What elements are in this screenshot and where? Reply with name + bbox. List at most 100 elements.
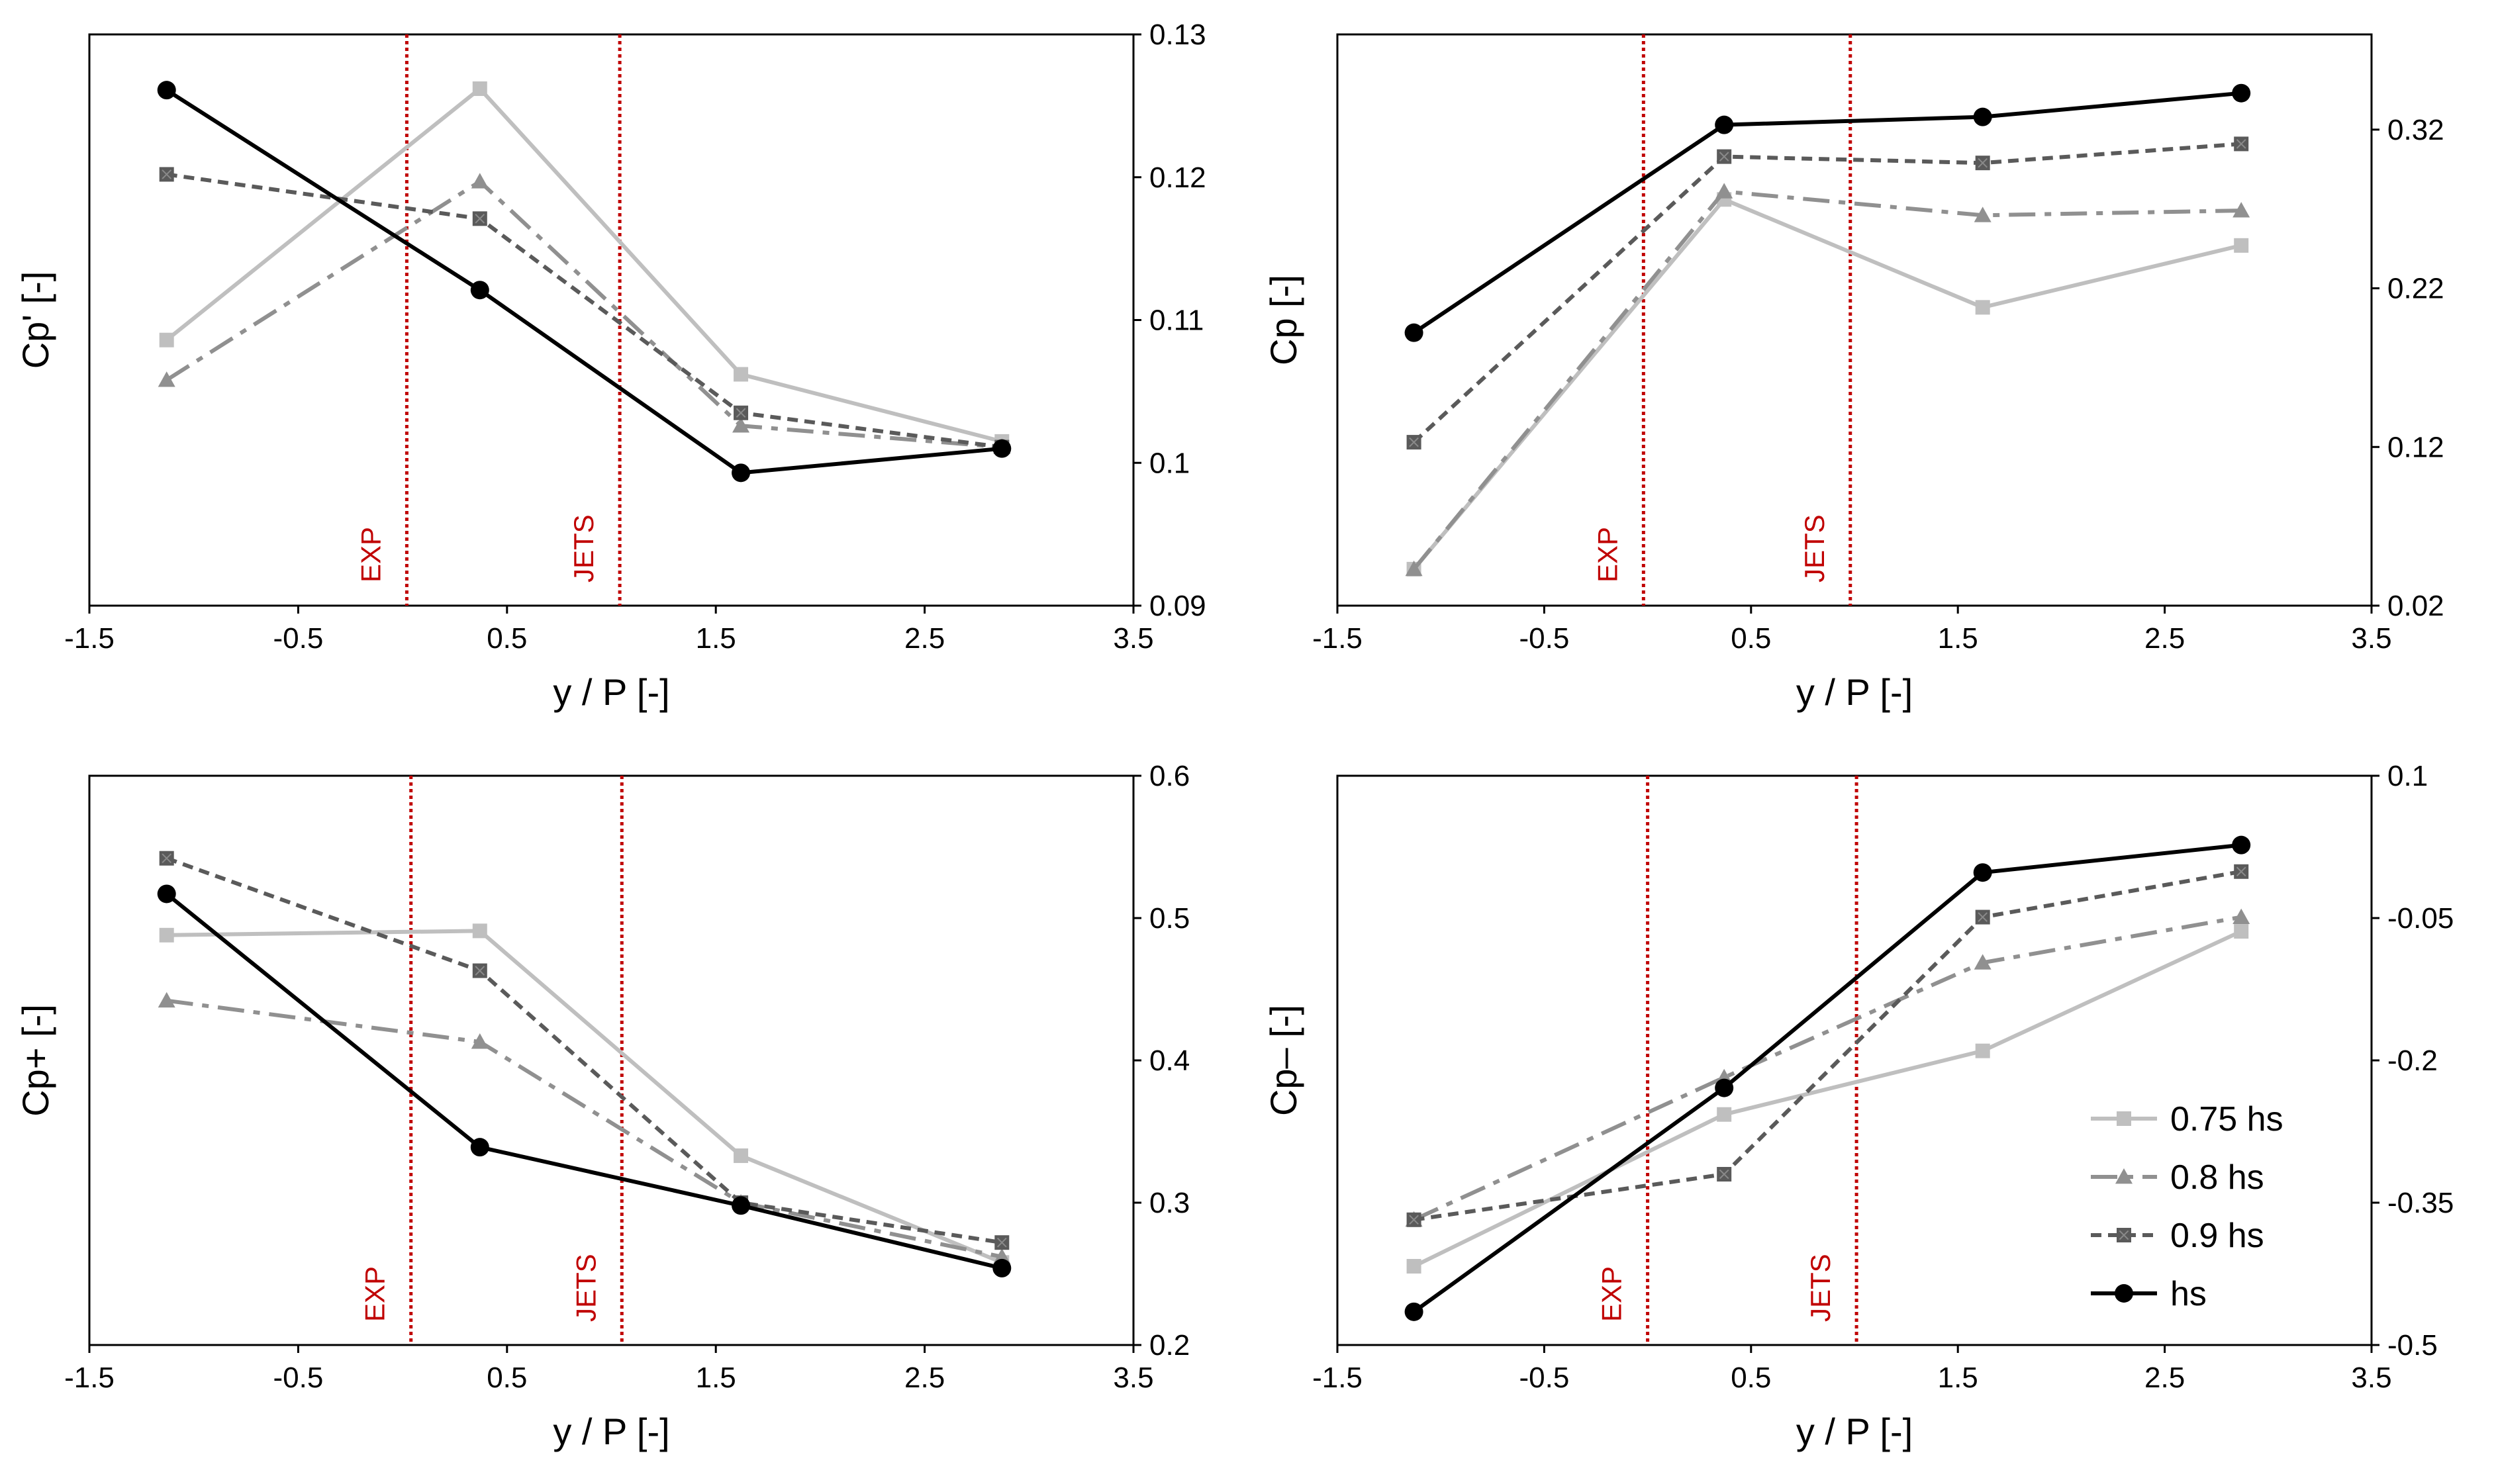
panel-bottom-right-series-hs-point <box>1404 1302 1423 1321</box>
chart-panels: -1.5 -0.5 0.5 1.5 2.5 3.50.090.10.110.120.13y… <box>15 19 2454 1452</box>
panel-bottom-right-series-0-8-hs-line <box>1413 915 2242 1222</box>
panel-bottom-right-jets-label: JETS <box>1805 1254 1836 1322</box>
legend-entry-0-75-hs-swatch-marker <box>2117 1111 2131 1126</box>
panel-top-left-series-0-9-hs-point-cross <box>162 169 172 179</box>
panel-bottom-right-series-hs-line <box>1412 843 2242 1314</box>
panel-bottom-right-series-0-9-hs-point <box>1975 909 1990 925</box>
panel-bottom-left-xtick-label: 1.5 <box>696 1362 736 1394</box>
panel-top-left-series-hs-point <box>470 281 489 300</box>
panel-top-left: -1.5 -0.5 0.5 1.5 2.5 3.50.09 0.1 0.11 0.12 0.13 y… <box>15 19 1206 713</box>
panel-bottom-right-series-0-75-hs-point <box>1406 1259 1421 1274</box>
panel-top-right-y-axis-label: Cp [-] <box>1263 275 1304 365</box>
panel-top-left-series-0-8-hs-point <box>158 371 175 387</box>
panel-bottom-right-y-axis-label: Cp– [-] <box>1263 1005 1304 1116</box>
panel-bottom-right-series-0-9-hs-point <box>2234 864 2249 879</box>
panel-top-right-xtick-label: 2.5 <box>2144 622 2185 655</box>
panel-bottom-right-series-0-9-hs-point-cross <box>2236 866 2246 877</box>
panel-bottom-right-series-0-9-hs-point <box>1717 1167 1732 1182</box>
panel-top-left-series-0-75-hs-point <box>734 367 749 382</box>
panel-top-right-series-0-9-hs-point <box>1406 435 1421 450</box>
panel-bottom-right-xtick-label: 1.5 <box>1938 1362 1978 1394</box>
panel-bottom-right-series-0-75-hs-line <box>1413 929 2242 1268</box>
panel-bottom-left-series-hs-point <box>470 1138 489 1157</box>
panel-top-left-ytick-label: 0.13 <box>1149 19 1206 51</box>
panel-bottom-left-exp-label: EXP <box>360 1266 391 1322</box>
panel-bottom-left-y-axis-label: Cp+ [-] <box>15 1004 56 1117</box>
panel-top-right-series-0-9-hs-line <box>1412 142 2242 444</box>
panel-bottom-right-series-0-9-hs-line <box>1414 869 2242 1222</box>
legend-entry-0-9-hs: 0.9 hs <box>2091 1217 2264 1255</box>
panel-top-right-series-0-8-hs-line <box>1412 189 2242 571</box>
panel-bottom-left-series-0-8-hs-point <box>993 1248 1011 1264</box>
panel-bottom-right-plot-frame <box>1336 774 2373 1346</box>
panel-top-left-series-0-9-hs-point <box>472 211 487 226</box>
panel-bottom-right-series-0-75-hs <box>1406 924 2249 1274</box>
panel-bottom-left-series-0-9-hs-point <box>159 851 174 866</box>
panel-top-right-ytick-label: 0.02 <box>2387 590 2444 622</box>
panel-top-right-series-0-9-hs <box>1406 136 2249 450</box>
panel-bottom-right-series-0-9-hs <box>1406 864 2249 1227</box>
panel-top-left-jets-label: JETS <box>568 514 599 582</box>
panel-top-right-series-0-9-hs-point-cross <box>1719 152 1729 162</box>
panel-bottom-right-ytick-label: -0.2 <box>2387 1044 2438 1077</box>
panel-bottom-right-series-0-75-hs-point <box>1975 1043 1990 1058</box>
panel-top-left-series-hs <box>157 81 1012 483</box>
panel-top-right-xtick-label: -0.5 <box>1519 622 1569 655</box>
panel-bottom-right-series-0-9-hs-point-cross <box>1978 912 1988 922</box>
panel-top-left-series-0-9-hs-point-cross <box>736 408 746 418</box>
panel-bottom-right-series-0-75-hs-point <box>1717 1107 1732 1122</box>
panel-bottom-left-series-0-8-hs <box>158 992 1011 1264</box>
panel-bottom-left-plot-frame <box>88 774 1135 1346</box>
legend-entry-hs-label: hs <box>2170 1275 2207 1313</box>
panel-bottom-left-series-hs-point <box>992 1258 1012 1277</box>
panel-bottom-left-series-0-8-hs-point <box>471 1033 489 1049</box>
panel-bottom-left-ytick-label: 0.5 <box>1149 902 1190 935</box>
panel-top-right-series-hs-point <box>2232 83 2251 103</box>
panel-bottom-left-xtick-label: 2.5 <box>904 1362 945 1394</box>
panel-bottom-right-series-hs-point <box>2232 835 2251 855</box>
panel-top-right-xtick-label: 0.5 <box>1731 622 1771 655</box>
panel-top-right: -1.5 -0.5 0.5 1.5 2.5 3.50.02 0.12 0.22 0.32 y / … <box>1263 33 2444 713</box>
panel-bottom-right-ytick-label: -0.35 <box>2387 1187 2454 1219</box>
panel-bottom-left-series-0-9-hs <box>159 851 1010 1250</box>
panel-top-left-xtick-label: -0.5 <box>273 622 323 655</box>
panel-top-right-series-0-9-hs-point-cross <box>2236 139 2246 149</box>
panel-top-right-series-0-9-hs-point-cross <box>1409 437 1419 447</box>
panel-bottom-right-series-hs-point <box>1973 863 1992 882</box>
panel-top-right-exp-label: EXP <box>1592 527 1623 582</box>
panel-bottom-left-series-0-75-hs-line <box>166 929 1003 1265</box>
panel-top-left-series-0-9-hs-point-cross <box>475 214 485 224</box>
panel-top-left-series-hs-line <box>166 88 1002 475</box>
panel-bottom-left-series-0-75-hs-point <box>159 927 174 943</box>
panel-bottom-left-xtick-label: -0.5 <box>273 1362 323 1394</box>
panel-bottom-left-x-axis-label: y / P [-] <box>553 1411 669 1452</box>
panel-top-left-series-0-9-hs-point <box>159 167 174 182</box>
panel-top-right-ytick-label: 0.22 <box>2387 273 2444 305</box>
panel-bottom-right: -1.5 -0.5 0.5 1.5 2.5 3.5-0.5-0.35-0.2-0.050.… <box>1263 760 2454 1452</box>
panel-top-left-xtick-label: 2.5 <box>904 622 945 655</box>
panel-bottom-right-ytick-label: -0.05 <box>2387 902 2454 935</box>
panel-top-right-xtick-label: 1.5 <box>1938 622 1978 655</box>
panel-top-left-series-0-75-hs <box>159 81 1010 449</box>
panel-top-left-ytick-label: 0.1 <box>1149 447 1190 479</box>
panel-bottom-right-xtick-label: -1.5 <box>1312 1362 1363 1394</box>
panel-top-right-series-0-8-hs <box>1405 183 2250 577</box>
panel-top-left-xtick-label: 1.5 <box>696 622 736 655</box>
legend-entry-0-8-hs-swatch-marker <box>2115 1168 2133 1184</box>
panel-bottom-left-series-0-9-hs-line <box>166 856 1002 1245</box>
panel-bottom-left-series-hs-point <box>157 884 176 904</box>
panel-top-right-series-0-8-hs-point <box>2232 202 2250 218</box>
panel-bottom-left-series-0-9-hs-point-cross <box>475 966 485 976</box>
panel-bottom-right-xtick-label: 2.5 <box>2144 1362 2185 1394</box>
panel-bottom-left-series-0-9-hs-point-cross <box>162 853 172 864</box>
panel-top-right-series-hs-point <box>1973 107 1992 126</box>
panel-top-right-series-0-9-hs-point <box>1975 156 1990 171</box>
panel-bottom-right-series-hs-point <box>1715 1078 1734 1097</box>
panel-top-left-series-hs-point <box>157 81 176 100</box>
panel-top-right-xtick-label: 3.5 <box>2351 622 2391 655</box>
panel-top-right-plot-frame <box>1336 33 2373 607</box>
panel-bottom-left-series-0-75-hs-point <box>734 1148 749 1164</box>
panel-bottom-left-xtick-label: 0.5 <box>487 1362 527 1394</box>
panel-top-right-series-0-8-hs-point <box>1974 207 1992 222</box>
